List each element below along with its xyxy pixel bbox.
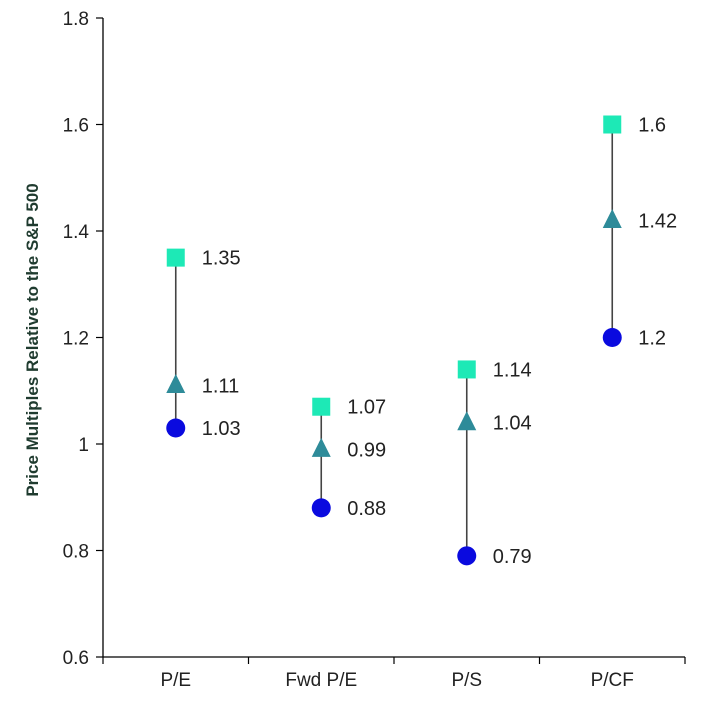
x-tick-label: P/CF [591,670,634,691]
data-label: 1.03 [202,418,241,440]
x-tick-label: P/S [451,670,482,691]
range-connectors [174,124,614,556]
y-tick-label: 1.6 [63,116,89,137]
axes: 0.6 0.8 1 1.2 1.4 1.6 1.8 P/E Fwd P/E P/S P/CF [63,9,686,691]
data-label: 0.79 [493,546,532,568]
triangle-marker [602,208,622,228]
data-label: 1.11 [202,375,239,397]
data-label: 1.42 [638,210,677,232]
square-marker [603,115,622,134]
data-label: 1.35 [202,248,241,270]
data-label: 1.04 [493,413,532,435]
data-label: 0.99 [347,439,386,461]
y-tick-label: 0.6 [63,648,89,669]
y-axis-title: Price Multiples Relative to the S&P 500 [23,183,42,496]
data-markers [166,115,622,566]
data-label: 1.2 [638,328,666,350]
square-marker [457,360,476,379]
y-tick-label: 1 [78,435,89,456]
y-tick-label: 0.8 [63,542,89,563]
triangle-marker [457,411,477,431]
triangle-marker [311,437,331,457]
square-marker [166,248,185,267]
y-tick-label: 1.8 [63,9,89,30]
circle-marker [166,418,186,438]
circle-marker [602,328,622,347]
x-tick-label: Fwd P/E [285,670,357,691]
data-label: 1.14 [493,359,532,381]
y-tick-label: 1.2 [63,329,89,350]
data-labels: 1.35 1.07 1.14 1.6 1.11 0.99 1.04 1.42 1.03 0.88 0… [202,115,677,568]
circle-marker [311,498,331,518]
circle-marker [457,546,477,566]
y-tick-label: 1.4 [63,222,90,243]
data-label: 1.6 [638,115,666,137]
triangle-marker [166,374,186,394]
square-marker [312,397,331,416]
x-tick-label: P/E [160,670,191,691]
data-label: 1.07 [347,397,386,419]
data-label: 0.88 [347,498,386,520]
